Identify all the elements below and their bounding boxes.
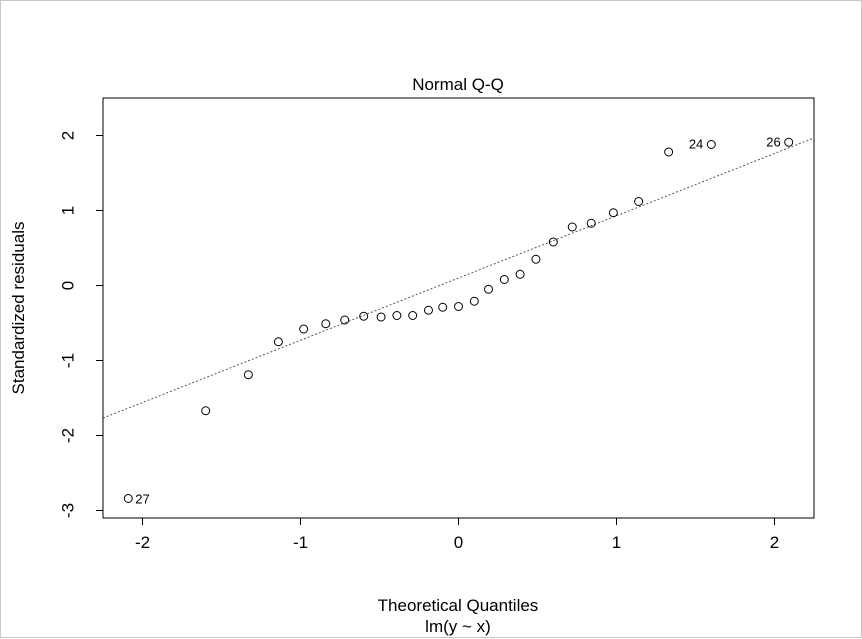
plot-box: [102, 97, 815, 519]
data-point: [567, 222, 577, 232]
x-tick-label: 2: [770, 533, 779, 552]
x-axis-label: Theoretical Quantiles: [378, 596, 539, 615]
data-point: [376, 312, 386, 322]
data-point: [340, 315, 350, 325]
data-point: [123, 494, 133, 503]
data-point: [784, 137, 794, 147]
data-point: [321, 319, 331, 329]
data-point: [243, 370, 253, 380]
point-label: 24: [689, 137, 703, 152]
chart-subtitle: lm(y ~ x): [425, 617, 491, 636]
axes-layer: -2 -1 0 1 2 -3 -2 -1 0 1 2: [58, 131, 779, 552]
data-point: [548, 237, 558, 247]
data-point: [299, 324, 309, 334]
qq-reference-line: [102, 137, 815, 419]
y-axis-label: Standardized residuals: [9, 222, 28, 395]
data-point: [469, 296, 479, 306]
data-point: [499, 275, 509, 284]
data-point: [392, 311, 402, 320]
data-point: [608, 208, 618, 218]
data-point: [273, 337, 283, 347]
data-point: [515, 269, 525, 279]
data-point: [423, 305, 433, 315]
y-tick-label: 2: [58, 131, 77, 140]
point-label: 26: [766, 134, 780, 149]
data-point: [438, 302, 448, 312]
y-tick-label: -3: [58, 503, 77, 518]
point-label: 27: [135, 492, 149, 507]
x-tick-label: -1: [293, 533, 308, 552]
y-tick-label: 1: [58, 206, 77, 215]
data-point: [359, 311, 369, 321]
data-point: [664, 147, 674, 157]
x-tick-label: 0: [454, 533, 463, 552]
chart-title: Normal Q-Q: [412, 75, 504, 94]
data-point: [531, 254, 541, 264]
y-tick-label: 0: [58, 281, 77, 290]
y-tick-label: -1: [58, 353, 77, 368]
data-point: [408, 311, 418, 320]
reference-line-layer: [102, 137, 815, 419]
data-point: [201, 406, 211, 416]
x-tick-label: 1: [612, 533, 621, 552]
x-tick-label: -2: [135, 533, 150, 552]
data-point: [634, 197, 644, 206]
data-point: [706, 140, 716, 149]
data-point: [484, 284, 494, 294]
y-tick-label: -2: [58, 428, 77, 443]
points-layer: 27 24 26: [123, 134, 794, 507]
data-point: [586, 218, 596, 228]
data-point: [454, 302, 463, 311]
